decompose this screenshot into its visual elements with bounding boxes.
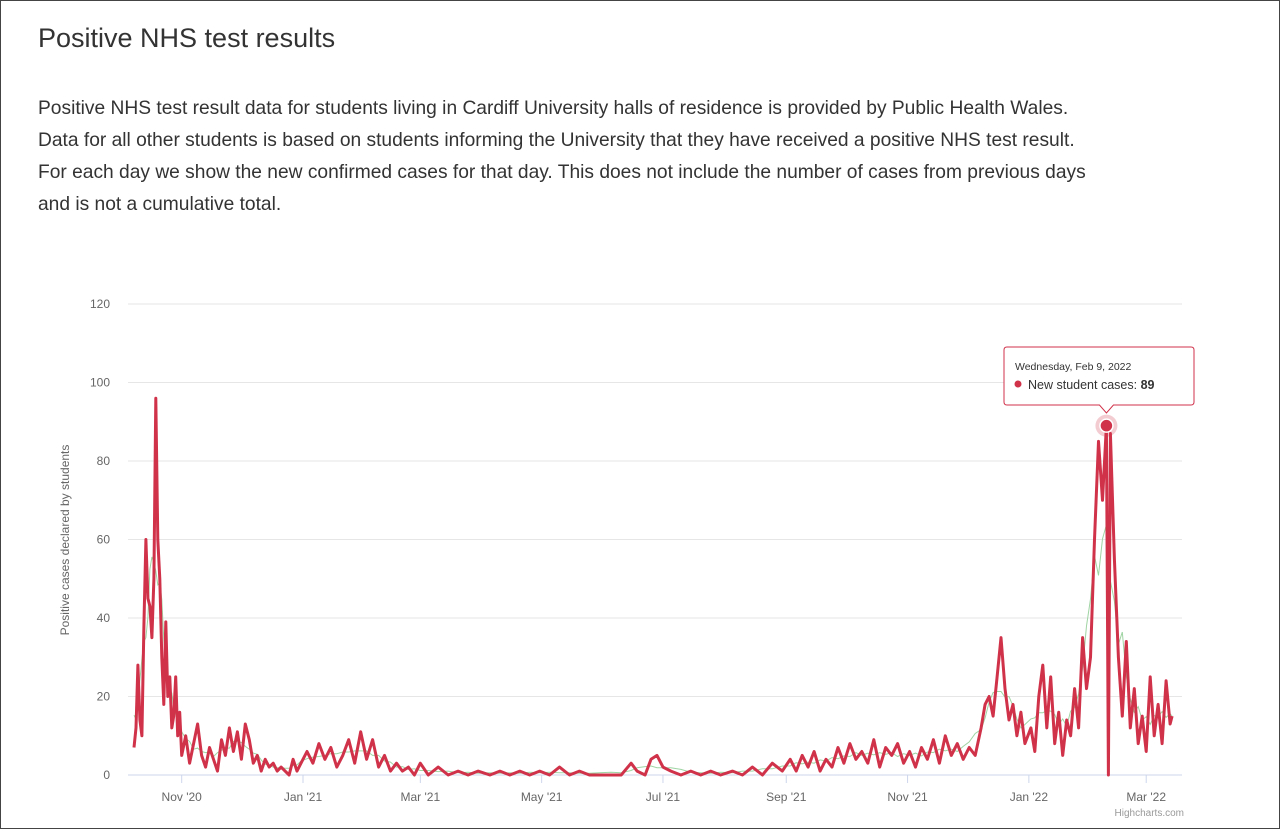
grid-lines — [128, 303, 1182, 776]
tooltip-box — [1003, 346, 1195, 414]
y-tick-label-20: 20 — [97, 690, 111, 704]
x-tick-label-8: Mar '22 — [1126, 790, 1166, 804]
y-tick-label-100: 100 — [90, 376, 110, 390]
chart-description: Positive NHS test result data for studen… — [38, 93, 1238, 221]
description-line-1: Positive NHS test result data for studen… — [38, 98, 1069, 119]
highcharts-credits[interactable]: Highcharts.com — [1115, 808, 1184, 819]
x-axis-ticks: Nov '20 Jan '21 Mar '21 May '21 Jul '21 Sep '… — [162, 775, 1166, 804]
y-tick-label-0: 0 — [103, 768, 110, 782]
x-tick-label-0: Nov '20 — [162, 790, 203, 804]
description-line-4: and is not a cumulative total. — [38, 194, 282, 215]
tooltip-series-dot — [1014, 380, 1022, 388]
x-tick-label-6: Nov '21 — [887, 790, 928, 804]
y-tick-label-40: 40 — [97, 611, 111, 625]
tooltip-text: New student cases: 89 — [1028, 378, 1155, 392]
y-tick-label-80: 80 — [97, 454, 111, 468]
description-line-2: Data for all other students is based on … — [38, 130, 1075, 151]
x-tick-label-1: Jan '21 — [284, 790, 323, 804]
description-line-3: For each day we show the new confirmed c… — [38, 162, 1086, 183]
x-tick-label-5: Sep '21 — [766, 790, 807, 804]
y-tick-label-120: 120 — [90, 297, 110, 311]
highlight-marker[interactable] — [1099, 418, 1114, 433]
tooltip-value: 89 — [1141, 378, 1155, 392]
chart-title: Positive NHS test results — [38, 23, 336, 53]
tooltip-label: New student cases: — [1028, 378, 1141, 392]
tooltip-date: Wednesday, Feb 9, 2022 — [1015, 361, 1132, 373]
x-tick-label-3: May '21 — [521, 790, 563, 804]
x-tick-label-2: Mar '21 — [401, 790, 441, 804]
x-tick-label-4: Jul '21 — [646, 790, 681, 804]
highlighted-point[interactable] — [1095, 414, 1118, 437]
tooltip: Wednesday, Feb 9, 2022 New student cases… — [1003, 346, 1195, 414]
y-axis-ticks: 0 20 40 60 80 100 120 — [90, 297, 110, 782]
y-tick-label-60: 60 — [97, 533, 111, 547]
x-tick-label-7: Jan '22 — [1010, 790, 1049, 804]
y-axis-label: Positive cases declared by students — [58, 445, 72, 636]
series-line-new-student-cases[interactable] — [132, 396, 1174, 777]
